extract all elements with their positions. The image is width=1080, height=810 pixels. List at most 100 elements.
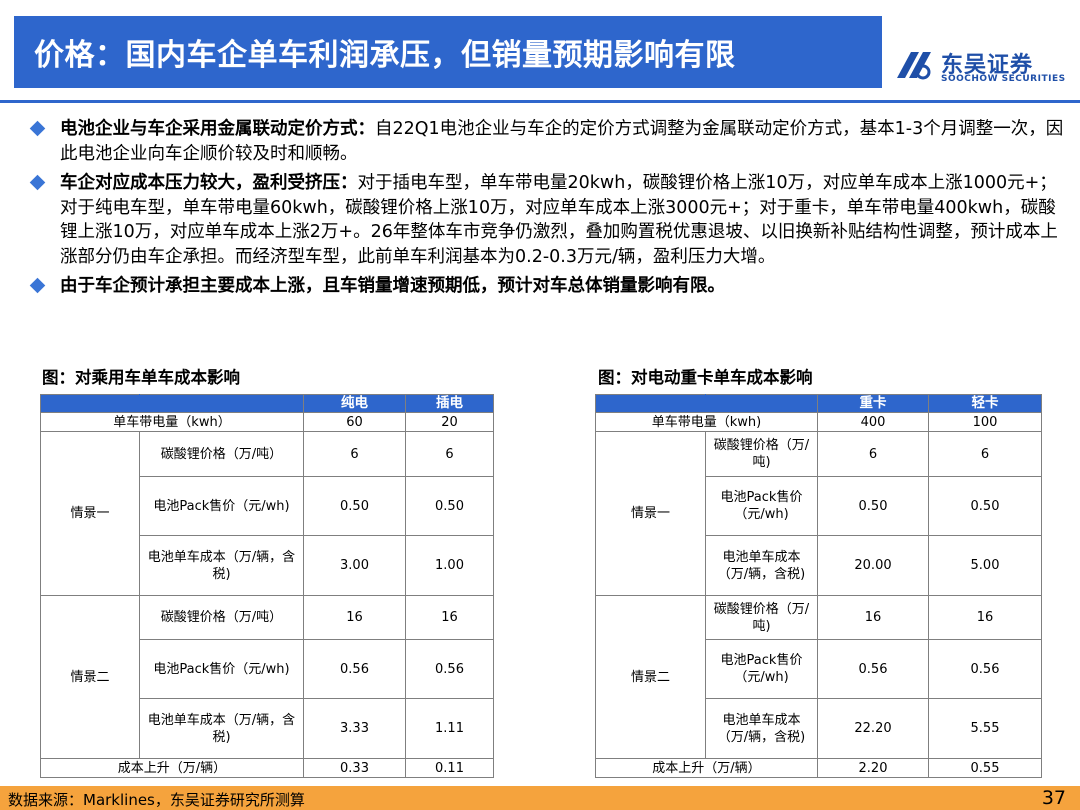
row-label: 电池Pack售价（元/wh) bbox=[139, 639, 304, 699]
header-blank bbox=[595, 394, 706, 413]
page-number: 37 bbox=[1041, 787, 1066, 809]
soochow-logo-icon bbox=[897, 52, 931, 80]
cell-value: 0.50 bbox=[817, 476, 929, 536]
cell-value: 5.55 bbox=[928, 698, 1042, 759]
cell-value: 0.33 bbox=[303, 758, 406, 778]
table-row: 电池单车成本（万/辆，含税) 3.33 1.11 bbox=[41, 698, 494, 759]
bullet-item: 由于车企预计承担主要成本上涨，且车销量增速预期低，预计对车总体销量影响有限。 bbox=[28, 274, 1068, 299]
cell-value: 6 bbox=[817, 431, 929, 477]
page-title: 价格：国内车企单车利润承压，但销量预期影响有限 bbox=[34, 38, 736, 73]
cell-value: 0.56 bbox=[303, 639, 406, 699]
bullet-heading: 车企对应成本压力较大，盈利受挤压： bbox=[60, 173, 358, 193]
cell-value: 0.11 bbox=[405, 758, 494, 778]
cell-value: 0.56 bbox=[405, 639, 494, 699]
increase-label: 成本上升（万/辆） bbox=[595, 758, 818, 778]
bullet-heading: 由于车企预计承担主要成本上涨，且车销量增速预期低，预计对车总体销量影响有限。 bbox=[60, 276, 725, 296]
title-bar: 价格：国内车企单车利润承压，但销量预期影响有限 bbox=[14, 16, 882, 88]
row-label: 电池单车成本（万/辆，含税) bbox=[139, 535, 304, 596]
bullet-text: 自22Q1电池企业与车企的定价方式调整为金属联动定价方式，基本1-3个月调整一次… bbox=[60, 119, 1064, 164]
cell-value: 3.00 bbox=[303, 535, 406, 596]
row-label: 电池Pack售价（元/wh) bbox=[705, 639, 818, 699]
column-header: 重卡 bbox=[817, 394, 929, 413]
cell-value: 20.00 bbox=[817, 535, 929, 596]
cell-value: 0.55 bbox=[928, 758, 1042, 778]
diamond-bullet-icon bbox=[29, 120, 46, 137]
table-row: 情景一 碳酸锂价格（万/吨) 6 6 bbox=[595, 431, 1042, 596]
row-label: 碳酸锂价格（万/吨） bbox=[139, 431, 304, 477]
table-row: 情景一 碳酸锂价格（万/吨） 6 6 bbox=[40, 431, 494, 596]
cell-value: 2.20 bbox=[817, 758, 929, 778]
cell-value: 3.33 bbox=[303, 698, 406, 759]
cell-value: 60 bbox=[303, 412, 406, 432]
table-row: 电池单车成本（万/辆，含税) 22.20 5.55 bbox=[596, 698, 1042, 759]
cell-value: 16 bbox=[405, 595, 494, 640]
header-divider bbox=[0, 100, 1080, 103]
table-row: 电池单车成本（万/辆，含税) 20.00 5.00 bbox=[596, 535, 1042, 596]
column-header: 插电 bbox=[405, 394, 494, 413]
diamond-bullet-icon bbox=[29, 277, 46, 294]
cell-value: 6 bbox=[303, 431, 406, 477]
cell-value: 1.00 bbox=[405, 535, 494, 596]
cell-value: 0.56 bbox=[817, 639, 929, 699]
heavy-truck-cost-table: 重卡 轻卡 单车带电量（kwh) 400 100 情景一 碳酸锂价格（万/吨) … bbox=[595, 394, 1042, 778]
row-label: 电池单车成本（万/辆，含税) bbox=[705, 698, 818, 759]
bullet-list: 电池企业与车企采用金属联动定价方式：自22Q1电池企业与车企的定价方式调整为金属… bbox=[28, 117, 1068, 304]
row-label: 碳酸锂价格（万/吨) bbox=[705, 431, 818, 477]
capacity-label: 单车带电量（kwh) bbox=[595, 412, 818, 432]
company-logo: 东吴证券 SOOCHOW SECURITIES bbox=[893, 44, 1073, 88]
logo-text-cn: 东吴证券 bbox=[941, 53, 1034, 78]
row-label: 碳酸锂价格（万/吨) bbox=[705, 595, 818, 640]
cell-value: 16 bbox=[303, 595, 406, 640]
column-header: 纯电 bbox=[303, 394, 406, 413]
cell-value: 400 bbox=[817, 412, 929, 432]
footer-bar: 数据来源：Marklines，东吴证券研究所测算 37 bbox=[0, 786, 1080, 810]
cell-value: 22.20 bbox=[817, 698, 929, 759]
row-label: 电池Pack售价（元/wh) bbox=[139, 476, 304, 536]
cell-value: 20 bbox=[405, 412, 494, 432]
scenario-label: 情景二 bbox=[595, 595, 706, 759]
table-row: 情景二 碳酸锂价格（万/吨) 16 16 bbox=[595, 595, 1042, 759]
header-blank bbox=[40, 394, 140, 413]
diamond-bullet-icon bbox=[29, 174, 46, 191]
scenario-label: 情景一 bbox=[595, 431, 706, 596]
cell-value: 0.50 bbox=[303, 476, 406, 536]
row-label: 碳酸锂价格（万/吨） bbox=[139, 595, 304, 640]
bullet-text: 对于插电车型，单车带电量20kwh，碳酸锂价格上涨10万，对应单车成本上涨100… bbox=[60, 173, 1058, 267]
cell-value: 0.50 bbox=[928, 476, 1042, 536]
scenario-label: 情景一 bbox=[40, 431, 140, 596]
cell-value: 5.00 bbox=[928, 535, 1042, 596]
bullet-item: 车企对应成本压力较大，盈利受挤压：对于插电车型，单车带电量20kwh，碳酸锂价格… bbox=[28, 171, 1068, 269]
header-blank bbox=[705, 394, 818, 413]
logo-text-en: SOOCHOW SECURITIES bbox=[941, 74, 1066, 84]
cell-value: 6 bbox=[928, 431, 1042, 477]
cell-value: 100 bbox=[928, 412, 1042, 432]
table-row: 成本上升（万/辆） 2.20 0.55 bbox=[595, 758, 1042, 778]
row-label: 电池单车成本（万/辆，含税) bbox=[139, 698, 304, 759]
scenario-label: 情景二 bbox=[40, 595, 140, 759]
table-row: 成本上升（万/辆） 0.33 0.11 bbox=[40, 758, 494, 778]
cell-value: 16 bbox=[928, 595, 1042, 640]
bullet-heading: 电池企业与车企采用金属联动定价方式： bbox=[60, 119, 375, 139]
data-source: 数据来源：Marklines，东吴证券研究所测算 bbox=[8, 791, 305, 809]
cell-value: 0.56 bbox=[928, 639, 1042, 699]
bullet-item: 电池企业与车企采用金属联动定价方式：自22Q1电池企业与车企的定价方式调整为金属… bbox=[28, 117, 1068, 166]
column-header: 轻卡 bbox=[928, 394, 1042, 413]
table-row: 单车带电量（kwh) 400 100 bbox=[595, 412, 1042, 432]
cell-value: 1.11 bbox=[405, 698, 494, 759]
capacity-label: 单车带电量（kwh） bbox=[40, 412, 304, 432]
table-row: 电池Pack售价（元/wh) 0.56 0.56 bbox=[41, 639, 494, 699]
cell-value: 0.50 bbox=[405, 476, 494, 536]
cell-value: 6 bbox=[405, 431, 494, 477]
row-label: 电池单车成本（万/辆，含税) bbox=[705, 535, 818, 596]
header-blank bbox=[139, 394, 304, 413]
row-label: 电池Pack售价（元/wh) bbox=[705, 476, 818, 536]
passenger-car-cost-table: 纯电 插电 单车带电量（kwh） 60 20 情景一 碳酸锂价格（万/吨） 6 … bbox=[40, 394, 494, 778]
table-row: 单车带电量（kwh） 60 20 bbox=[40, 412, 494, 432]
table-row: 电池Pack售价（元/wh) 0.50 0.50 bbox=[41, 476, 494, 536]
table-row: 情景二 碳酸锂价格（万/吨） 16 16 bbox=[40, 595, 494, 759]
table-row: 电池Pack售价（元/wh) 0.50 0.50 bbox=[596, 476, 1042, 536]
cell-value: 16 bbox=[817, 595, 929, 640]
increase-label: 成本上升（万/辆） bbox=[40, 758, 304, 778]
right-figure-title: 图：对电动重卡单车成本影响 bbox=[598, 368, 813, 387]
left-figure-title: 图：对乘用车单车成本影响 bbox=[42, 368, 240, 387]
